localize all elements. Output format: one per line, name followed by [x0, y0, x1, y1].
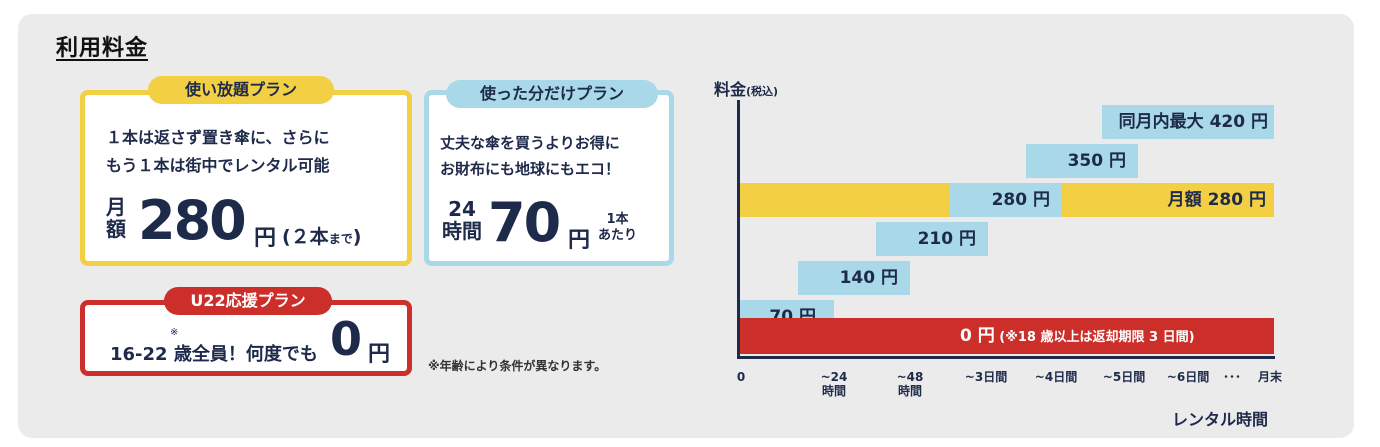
section-title: 利用料金 — [56, 36, 149, 61]
unlimited-plan-description: １本は返さず置き傘に、さらに もう１本は街中でレンタル可能 — [106, 124, 330, 180]
unlimited-unit: 円 — [254, 226, 277, 251]
x-tick-label: ~3日間 — [964, 370, 1008, 384]
unlimited-note-open: (２本 — [282, 226, 329, 248]
payg-desc-line2: お財布にも地球にもエコ！ — [440, 160, 621, 178]
payg-bar-label: 280 円 — [991, 190, 1050, 210]
u22-bar-note: (※18 歳以上は返却期限 3 日間) — [994, 330, 1195, 345]
x-tick-label: ~4日間 — [1034, 370, 1078, 384]
payg-bar — [798, 261, 910, 295]
payg-bar — [876, 222, 988, 256]
payg-prefix: 24 時間 — [440, 198, 484, 242]
chart-x-axis — [737, 356, 1275, 359]
x-tick-label: ~5日間 — [1102, 370, 1146, 384]
payg-bar-label: 同月内最大 420 円 — [1118, 112, 1268, 132]
unlimited-plan-card — [80, 90, 412, 266]
payg-plan-card — [424, 90, 674, 266]
unlimited-note-close: ) — [352, 226, 362, 248]
unlimited-note: (２本まで) — [282, 222, 361, 249]
x-tick-label: ~48 時間 — [896, 370, 924, 398]
u22-bar-label: 0 円 (※18 歳以上は返却期限 3 日間) — [960, 319, 1195, 355]
unlimited-bar-label: 月額 280 円 — [1167, 190, 1266, 210]
unlimited-prefix-top: 月 — [106, 195, 126, 219]
u22-plan-tag: U22応援プラン — [164, 287, 332, 315]
unlimited-prefix-bottom: 額 — [106, 217, 126, 241]
unlimited-desc-line2: もう１本は街中でレンタル可能 — [106, 156, 330, 175]
u22-unit: 円 — [368, 342, 391, 367]
unlimited-plan-tag: 使い放題プラン — [148, 76, 334, 104]
u22-plan-text: 16-22 歳全員！何度でも — [110, 344, 318, 365]
payg-prefix-bottom: 時間 — [442, 219, 482, 243]
age-footnote: ※年齢により条件が異なります。 — [428, 359, 607, 373]
payg-prefix-top: 24 — [448, 197, 476, 221]
u22-bar — [740, 318, 1274, 354]
unlimited-note-small: まで — [328, 232, 353, 246]
u22-footnote-mark: ※ — [170, 327, 179, 338]
payg-note: 1本 あたり — [598, 212, 637, 244]
y-label-sub: (税込) — [746, 85, 779, 98]
chart-x-label: レンタル時間 — [1172, 410, 1269, 429]
x-tick-label: ~6日間 — [1166, 370, 1210, 384]
payg-bar-label: 140 円 — [839, 268, 898, 288]
x-tick-label: ･･･ — [1222, 370, 1241, 384]
unlimited-desc-line1: １本は返さず置き傘に、さらに — [106, 128, 330, 147]
payg-price: 70 — [488, 191, 561, 254]
payg-bar-label: 350 円 — [1067, 151, 1126, 171]
payg-plan-tag: 使った分だけプラン — [446, 80, 658, 108]
payg-note-top: 1本 — [606, 212, 629, 227]
y-label-main: 料金 — [714, 80, 747, 99]
payg-unit: 円 — [568, 228, 591, 253]
x-tick-label: 0 — [736, 370, 746, 384]
payg-bar-label: 210 円 — [917, 229, 976, 249]
chart-y-label: 料金(税込) — [714, 76, 778, 100]
payg-bar — [950, 183, 1062, 217]
payg-bar — [1102, 105, 1274, 139]
x-tick-label: ~24 時間 — [820, 370, 848, 398]
chart-y-axis — [737, 100, 740, 358]
payg-plan-description: 丈夫な傘を買うよりお得に お財布にも地球にもエコ！ — [440, 130, 620, 182]
unlimited-prefix: 月 額 — [104, 196, 128, 240]
payg-desc-line1: 丈夫な傘を買うよりお得に — [440, 134, 620, 152]
payg-bar — [1026, 144, 1138, 178]
u22-bar-value: 0 円 — [960, 326, 995, 346]
u22-price: 0 — [330, 312, 362, 366]
unlimited-price: 280 — [138, 189, 247, 252]
payg-note-bottom: あたり — [598, 228, 638, 243]
x-tick-label: 月末 — [1257, 370, 1282, 384]
